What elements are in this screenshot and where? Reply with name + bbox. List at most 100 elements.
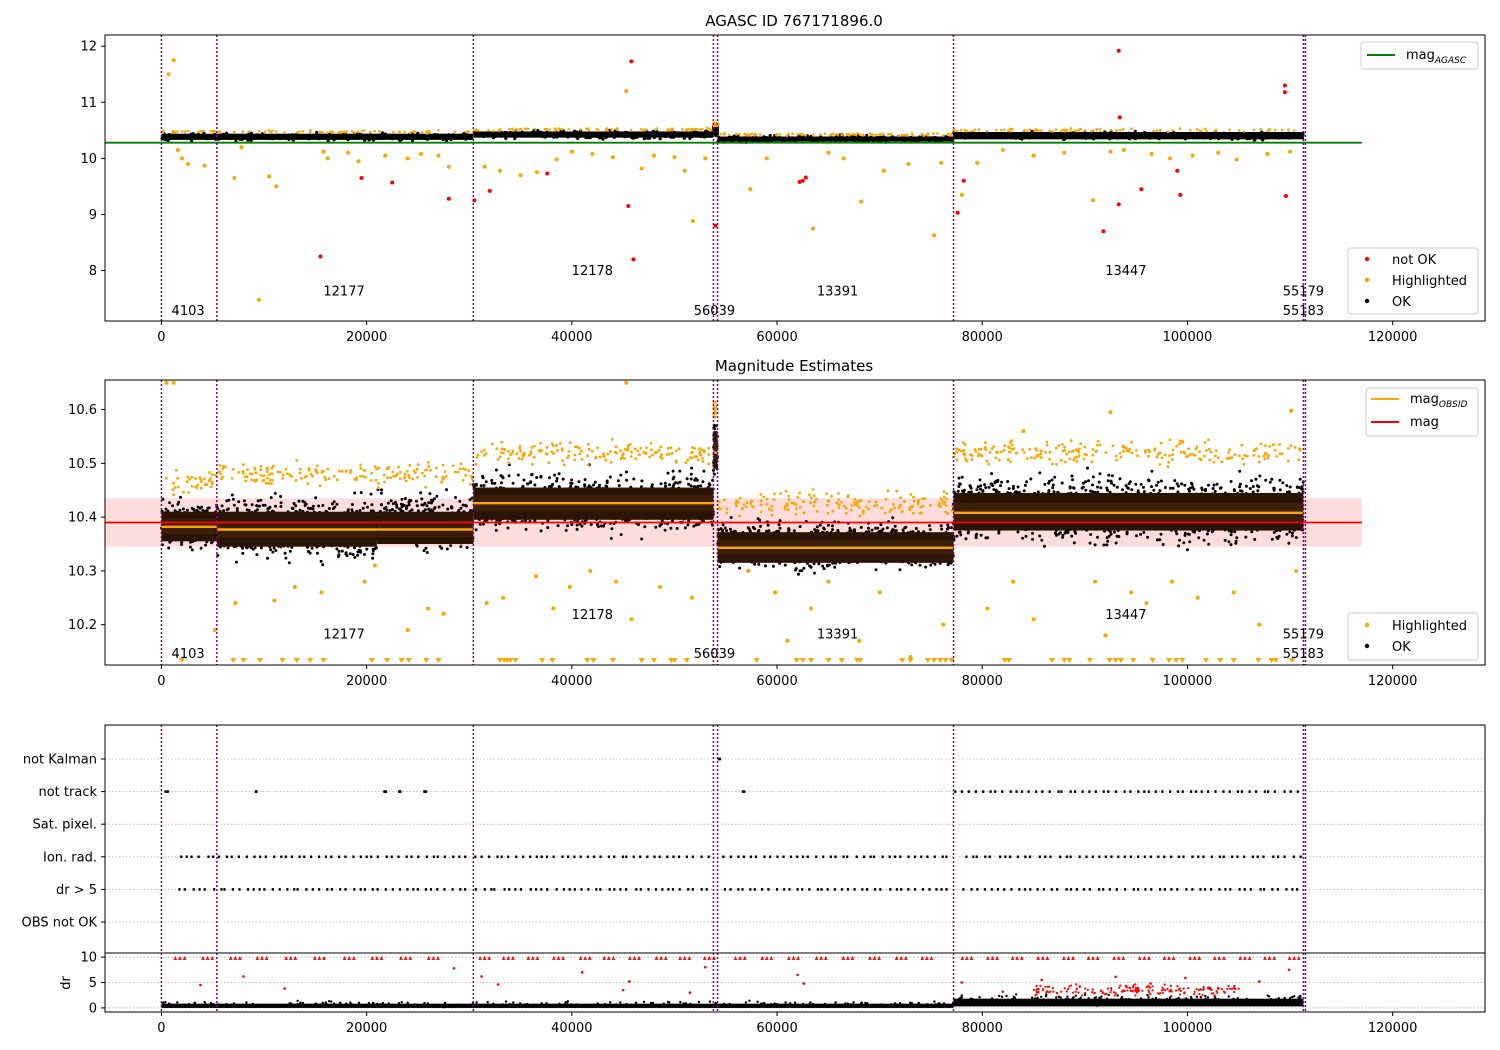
p1-highlighted-point-9: [274, 184, 279, 189]
p1-not-ok-point-24: [1282, 90, 1287, 95]
p4-red-capped-41-1: [1292, 955, 1296, 960]
p2-highlighted-point-18: [588, 568, 593, 573]
p1-highlighted-point-11: [321, 149, 326, 154]
p2-floor-marker-8: [368, 658, 375, 663]
p2-floor-marker-20: [549, 658, 556, 663]
p4-red-capped-17-0: [654, 955, 659, 960]
panel-flags-plot-area: [105, 725, 1485, 953]
p1-not-ok-point-8: [629, 59, 634, 64]
p2-highlighted-point-26: [808, 606, 813, 611]
p1-obsid-label-5: 13447: [1105, 264, 1146, 279]
p2-obsid-label-1: 12177: [323, 627, 364, 642]
p2-floor-marker-19: [539, 658, 546, 663]
p1-xtick-label-1: 20000: [346, 330, 387, 345]
p2-highlighted-point-10: [405, 628, 410, 633]
p3-flag-label-1: not track: [38, 785, 97, 800]
p2-ytick-label-0: 10.2: [68, 618, 97, 633]
p1-highlighted-point-16: [405, 156, 410, 161]
p2-floor-marker-33: [825, 658, 832, 663]
p1-not-ok-point-14: [955, 210, 960, 215]
p2-highlighted-point-37: [1129, 590, 1134, 595]
p4-red-scatter: [199, 965, 1291, 994]
p2-floor-marker-59: [1217, 658, 1224, 663]
p4-red-capped-29-1: [990, 955, 995, 960]
p2-floor-marker-3: [256, 658, 263, 663]
p4-red-capped-41-2: [1296, 955, 1301, 960]
p4-red-capped-38-1: [1217, 955, 1222, 960]
p2-floor-marker-1: [230, 658, 237, 663]
p2-obsid-label-6: 55179: [1283, 627, 1324, 642]
p2-floor-marker-21: [584, 658, 591, 663]
p4-xtick-label-3: 60000: [756, 1021, 797, 1036]
p2-highlighted-point-24: [772, 590, 777, 595]
p3-flag-label-4: dr > 5: [56, 883, 97, 898]
p1-ytick-label-4: 12: [80, 40, 97, 55]
p1-highlighted-point-17: [419, 151, 424, 156]
p4-red-capped-31-1: [1040, 955, 1045, 960]
p4-red-capped-33-1: [1091, 955, 1095, 960]
p1-highlighted-point-38: [826, 150, 831, 155]
p1-highlighted-point-39: [841, 156, 846, 161]
p1-highlighted-point-45: [959, 192, 964, 197]
panel-agasc-legend-upper: magAGASC: [1360, 41, 1479, 70]
panel-dr-ylabel: dr: [59, 976, 74, 990]
p4-red-capped-31-0: [1036, 955, 1040, 960]
p1-legend-upper-box: [1360, 41, 1479, 70]
p1-highlighted-point-24: [554, 157, 559, 162]
p2-highlighted-point-4: [233, 601, 238, 606]
p2-highlighted-point-41: [1231, 590, 1236, 595]
p4-ok-points-0: [161, 999, 955, 1009]
p2-floor-marker-24: [638, 658, 645, 663]
p4-red-capped-4-2: [293, 955, 298, 960]
panel-dr-plot-area: [105, 953, 1485, 1012]
p4-red-capped-17-1: [659, 955, 663, 960]
p2-legend-lower-box: [1347, 612, 1479, 661]
p4-red-capped-25-1: [872, 955, 877, 960]
p2-floor-marker-12: [423, 658, 430, 663]
p4-xtick-label-0: 0: [157, 1021, 165, 1036]
p2-highlighted-point-43: [1294, 568, 1299, 573]
p1-not-ok-point-2: [390, 180, 395, 185]
p2-highlighted-point-23: [746, 568, 751, 573]
p4-red-capped-39-0: [1238, 955, 1243, 960]
p1-highlighted-point-29: [639, 166, 644, 171]
p2-floor-marker-34: [838, 658, 845, 663]
p2-floor-marker-54: [1149, 658, 1156, 663]
p1-not-ok-point-9: [631, 257, 636, 262]
p1-highlighted-point-25: [569, 149, 574, 154]
p1-highlighted-point-37: [810, 226, 815, 231]
p2-floor-marker-22: [590, 658, 597, 663]
p2-highlighted-point-16: [551, 606, 556, 611]
p1-legend-marker-2: [1364, 298, 1370, 304]
p2-highlighted-point-45: [1108, 410, 1113, 415]
p1-highlighted-point-8: [267, 174, 272, 179]
p2-ytick-label-4: 10.6: [68, 403, 97, 418]
p4-red-capped-10-1: [482, 955, 487, 960]
p1-highlighted-point-21: [498, 168, 503, 173]
p1-highlighted-point-27: [610, 155, 615, 160]
p1-not-ok-point-6: [545, 171, 550, 176]
p1-highlighted-point-59: [1288, 149, 1293, 154]
p4-red-capped-12-2: [535, 955, 540, 960]
p4-red-point-8: [627, 980, 631, 983]
p1-xtick-label-3: 60000: [756, 330, 797, 345]
p4-red-capped-26-2: [904, 955, 908, 960]
p1-xtick-label-4: 80000: [962, 330, 1003, 345]
p4-red-capped-16-0: [628, 955, 632, 960]
p2-highlighted-point-42: [1257, 622, 1262, 627]
panel-agasc-axes: 0 20000 40000 60000 80000 100000 120000 8 9 10 11 1…: [80, 34, 1486, 345]
p2-legend-label-1: mag: [1410, 415, 1439, 430]
p2-obsid-label-0: 4103: [172, 647, 205, 662]
p2-floor-marker-10: [398, 658, 405, 663]
p4-red-capped-18-2: [687, 955, 692, 960]
p1-highlighted-point-3: [179, 156, 184, 161]
p4-red-capped-24-2: [850, 955, 855, 960]
p2-floor-marker-42: [942, 658, 949, 663]
p2-floor-marker-32: [807, 658, 814, 663]
p1-highlighted-point-54: [1168, 156, 1173, 161]
p2-highlighted-point-3: [212, 628, 217, 633]
p2-xtick-label-1: 20000: [346, 674, 387, 689]
p2-floor-marker-28: [683, 658, 690, 663]
p1-legend-entry-1: Highlighted: [1392, 274, 1467, 289]
p2-highlighted-point-12: [441, 611, 446, 616]
